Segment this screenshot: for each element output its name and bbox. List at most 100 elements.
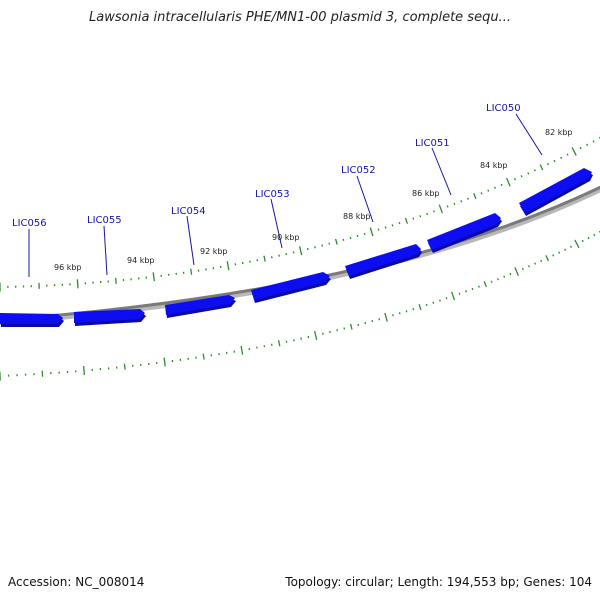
scale-tick bbox=[438, 299, 441, 302]
scale-tick bbox=[514, 267, 519, 276]
kbp-label: 84 kbp bbox=[480, 161, 508, 170]
kbp-label: 88 kbp bbox=[343, 212, 371, 221]
scale-tick bbox=[321, 332, 324, 335]
scale-tick bbox=[334, 238, 338, 245]
scale-tick bbox=[558, 251, 561, 254]
scale-tick bbox=[552, 254, 555, 257]
scale-tick bbox=[426, 212, 429, 215]
inner-tick-ring bbox=[0, 230, 600, 381]
scale-tick bbox=[506, 177, 511, 187]
gene-arrow[interactable] bbox=[251, 272, 331, 303]
scale-tick bbox=[343, 327, 346, 330]
scale-tick bbox=[405, 310, 408, 313]
gene-arrow[interactable] bbox=[345, 244, 422, 279]
scale-tick bbox=[419, 215, 422, 218]
gene-label-lic050[interactable]: LIC050 bbox=[486, 103, 543, 156]
scale-tick bbox=[581, 239, 584, 243]
scale-tick bbox=[471, 287, 474, 291]
scale-tick bbox=[202, 353, 205, 360]
accession-label: Accession: NC_008014 bbox=[8, 575, 145, 589]
gene-arrow[interactable] bbox=[74, 309, 146, 326]
scale-tick bbox=[418, 304, 422, 311]
scale-tick bbox=[560, 156, 563, 160]
gene-label-lic052[interactable]: LIC052 bbox=[341, 165, 376, 223]
scale-tick bbox=[547, 163, 550, 166]
kbp-label: 86 kbp bbox=[412, 189, 440, 198]
scale-tick bbox=[398, 222, 401, 225]
scale-tick bbox=[369, 227, 374, 237]
gene-arrow[interactable] bbox=[519, 168, 593, 216]
scale-tick bbox=[432, 301, 435, 304]
gene-label-lic054[interactable]: LIC054 bbox=[171, 206, 206, 266]
gene-label-text: LIC056 bbox=[12, 218, 47, 229]
scale-tick bbox=[412, 308, 415, 311]
scale-tick bbox=[477, 285, 480, 288]
gene-arrow[interactable] bbox=[0, 313, 64, 327]
scale-tick bbox=[391, 224, 394, 227]
scale-tick bbox=[425, 303, 428, 306]
scale-tick bbox=[528, 265, 530, 268]
scale-tick bbox=[321, 244, 324, 247]
scale-tick bbox=[445, 297, 448, 300]
topology-label: Topology: circular; Length: 194,553 bp; … bbox=[285, 575, 592, 589]
scale-tick bbox=[384, 312, 388, 322]
scale-tick bbox=[371, 320, 374, 323]
scale-tick bbox=[384, 226, 387, 229]
gene-arrow[interactable] bbox=[427, 213, 502, 253]
scale-tick bbox=[412, 217, 415, 220]
scale-tick bbox=[509, 272, 512, 276]
scale-tick bbox=[564, 248, 567, 251]
scale-tick bbox=[240, 345, 244, 355]
scale-tick bbox=[533, 169, 536, 172]
gene-label-text: LIC055 bbox=[87, 215, 122, 226]
scale-tick bbox=[277, 340, 281, 347]
scale-tick bbox=[190, 268, 193, 275]
scale-tick bbox=[391, 314, 394, 317]
scale-tick bbox=[490, 280, 493, 283]
scale-tick bbox=[306, 247, 309, 251]
gene-label-lic051[interactable]: LIC051 bbox=[415, 138, 452, 196]
gene-label-lic056[interactable]: LIC056 bbox=[12, 218, 47, 277]
gene-label-lic053[interactable]: LIC053 bbox=[255, 189, 290, 249]
scale-tick bbox=[487, 189, 490, 192]
scale-tick bbox=[263, 255, 266, 262]
scale-tick bbox=[465, 290, 468, 293]
scale-tick bbox=[349, 323, 353, 330]
scale-tick bbox=[163, 357, 166, 367]
scale-tick bbox=[123, 363, 126, 370]
scale-tick bbox=[450, 291, 456, 301]
scale-tick bbox=[115, 277, 117, 284]
scale-tick bbox=[300, 337, 303, 340]
scale-tick bbox=[226, 261, 230, 271]
scale-tick bbox=[453, 202, 456, 206]
scale-tick bbox=[336, 329, 339, 332]
scale-tick bbox=[540, 259, 543, 263]
scale-tick bbox=[152, 272, 155, 282]
scale-tick bbox=[494, 186, 496, 189]
gene-label-lic055[interactable]: LIC055 bbox=[87, 215, 122, 276]
scale-tick bbox=[438, 204, 444, 214]
scale-tick bbox=[500, 183, 503, 187]
scale-tick bbox=[480, 192, 483, 195]
scale-tick bbox=[298, 246, 303, 256]
scale-tick bbox=[378, 318, 381, 321]
scale-tick bbox=[328, 242, 331, 245]
scale-tick bbox=[364, 321, 367, 325]
gene-arrow[interactable] bbox=[165, 295, 236, 318]
scale-tick bbox=[446, 205, 449, 208]
gene-label-text: LIC050 bbox=[486, 103, 521, 114]
kbp-label: 82 kbp bbox=[545, 128, 573, 137]
gene-label-text: LIC053 bbox=[255, 189, 290, 200]
scale-tick bbox=[592, 140, 595, 143]
scale-tick bbox=[527, 172, 530, 175]
scale-tick bbox=[356, 234, 359, 238]
scale-tick bbox=[521, 267, 524, 271]
scale-tick bbox=[574, 239, 580, 249]
scale-tick bbox=[539, 164, 544, 171]
scale-tick bbox=[473, 192, 477, 200]
kbp-label: 90 kbp bbox=[272, 233, 300, 242]
scale-tick bbox=[460, 200, 463, 203]
scale-tick bbox=[553, 159, 556, 163]
scale-tick bbox=[76, 279, 79, 289]
scale-tick bbox=[483, 281, 488, 288]
